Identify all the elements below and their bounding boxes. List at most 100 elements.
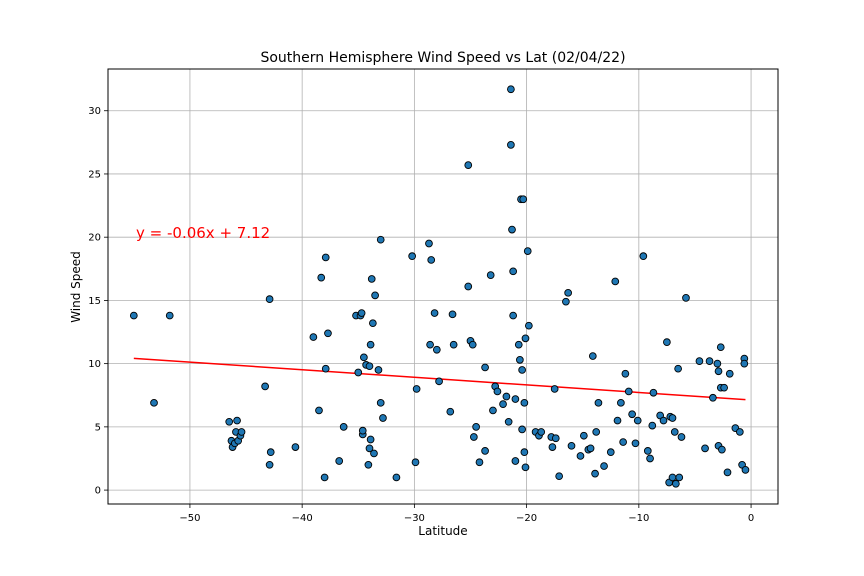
data-point bbox=[321, 364, 330, 373]
data-point bbox=[713, 359, 722, 368]
data-point bbox=[705, 357, 714, 365]
data-point bbox=[674, 364, 682, 373]
x-tick-label: −20 bbox=[516, 513, 537, 524]
data-point bbox=[481, 363, 489, 372]
data-point bbox=[576, 452, 585, 460]
data-point bbox=[714, 367, 723, 376]
data-point bbox=[611, 277, 620, 286]
data-point bbox=[508, 225, 516, 234]
x-tick-label: −30 bbox=[404, 513, 425, 524]
data-point bbox=[648, 421, 657, 430]
data-point bbox=[233, 416, 241, 425]
data-point bbox=[525, 321, 533, 330]
data-point bbox=[446, 407, 455, 416]
data-point bbox=[520, 398, 529, 407]
x-tick-label: −40 bbox=[292, 513, 313, 524]
y-tick-label: 30 bbox=[88, 106, 101, 117]
data-point bbox=[426, 340, 434, 349]
data-point bbox=[562, 297, 570, 306]
data-point bbox=[695, 357, 704, 365]
data-point bbox=[367, 275, 376, 283]
y-tick-label: 25 bbox=[88, 169, 101, 180]
data-point bbox=[504, 417, 513, 426]
y-tick-label: 0 bbox=[95, 486, 101, 497]
data-point bbox=[376, 235, 385, 244]
data-point bbox=[548, 443, 557, 451]
data-point bbox=[408, 252, 416, 261]
data-point bbox=[493, 387, 502, 396]
data-point bbox=[606, 448, 615, 457]
data-point bbox=[550, 385, 559, 393]
data-point bbox=[370, 449, 378, 458]
y-tick-label: 20 bbox=[88, 233, 101, 244]
data-point bbox=[668, 414, 677, 422]
data-point bbox=[481, 447, 489, 455]
data-point bbox=[518, 425, 526, 434]
data-point bbox=[646, 454, 654, 463]
x-tick-label: −50 bbox=[179, 513, 200, 524]
data-point bbox=[741, 466, 750, 474]
data-point bbox=[472, 423, 480, 431]
data-point bbox=[392, 473, 401, 482]
data-point bbox=[509, 311, 517, 320]
data-point bbox=[468, 340, 477, 349]
x-axis-ticks: −50 −40 −30 −20 −10 0 bbox=[179, 504, 754, 524]
data-point bbox=[360, 353, 368, 362]
data-point bbox=[720, 383, 728, 392]
data-point bbox=[723, 468, 732, 477]
data-point bbox=[670, 428, 679, 436]
data-point bbox=[486, 271, 495, 279]
data-point bbox=[430, 309, 439, 317]
data-point bbox=[507, 141, 515, 149]
data-point bbox=[464, 161, 473, 169]
data-point bbox=[631, 439, 640, 448]
data-point bbox=[320, 473, 329, 482]
data-point bbox=[718, 445, 726, 454]
x-axis-label: Latitude bbox=[418, 524, 467, 538]
data-point bbox=[659, 416, 668, 425]
data-point bbox=[624, 387, 633, 396]
data-point bbox=[150, 398, 158, 407]
data-point bbox=[449, 340, 458, 349]
data-point bbox=[237, 428, 246, 436]
data-point bbox=[663, 338, 671, 346]
data-point bbox=[649, 388, 658, 397]
data-point bbox=[520, 448, 529, 457]
data-point bbox=[639, 252, 648, 261]
data-point bbox=[309, 333, 318, 341]
x-tick-label: −10 bbox=[628, 513, 649, 524]
data-point bbox=[266, 448, 275, 457]
data-point bbox=[675, 473, 684, 482]
data-point bbox=[371, 291, 379, 300]
data-point bbox=[435, 377, 443, 386]
data-point bbox=[129, 311, 138, 320]
data-point bbox=[668, 473, 677, 482]
data-point bbox=[740, 359, 749, 368]
data-point bbox=[475, 458, 484, 467]
data-point bbox=[514, 340, 523, 349]
data-point bbox=[735, 428, 744, 436]
data-point bbox=[716, 343, 725, 352]
data-point bbox=[588, 352, 597, 360]
data-point bbox=[364, 460, 373, 469]
data-point bbox=[321, 253, 330, 262]
data-point bbox=[261, 382, 269, 391]
data-point bbox=[511, 395, 520, 403]
data-point bbox=[291, 443, 300, 451]
data-point bbox=[523, 247, 532, 255]
data-point bbox=[369, 319, 377, 328]
data-point bbox=[339, 423, 348, 431]
y-axis-label: Wind Speed bbox=[69, 251, 83, 323]
data-point bbox=[516, 355, 524, 364]
data-point bbox=[555, 472, 564, 481]
data-point bbox=[594, 398, 603, 407]
data-point bbox=[621, 369, 630, 378]
data-point bbox=[265, 460, 274, 469]
data-point bbox=[564, 288, 572, 297]
y-axis-ticks: 0 5 10 15 20 25 30 bbox=[88, 106, 108, 497]
data-point bbox=[613, 416, 622, 425]
data-point bbox=[567, 441, 576, 450]
y-tick-label: 15 bbox=[88, 296, 101, 307]
data-point bbox=[519, 195, 528, 204]
